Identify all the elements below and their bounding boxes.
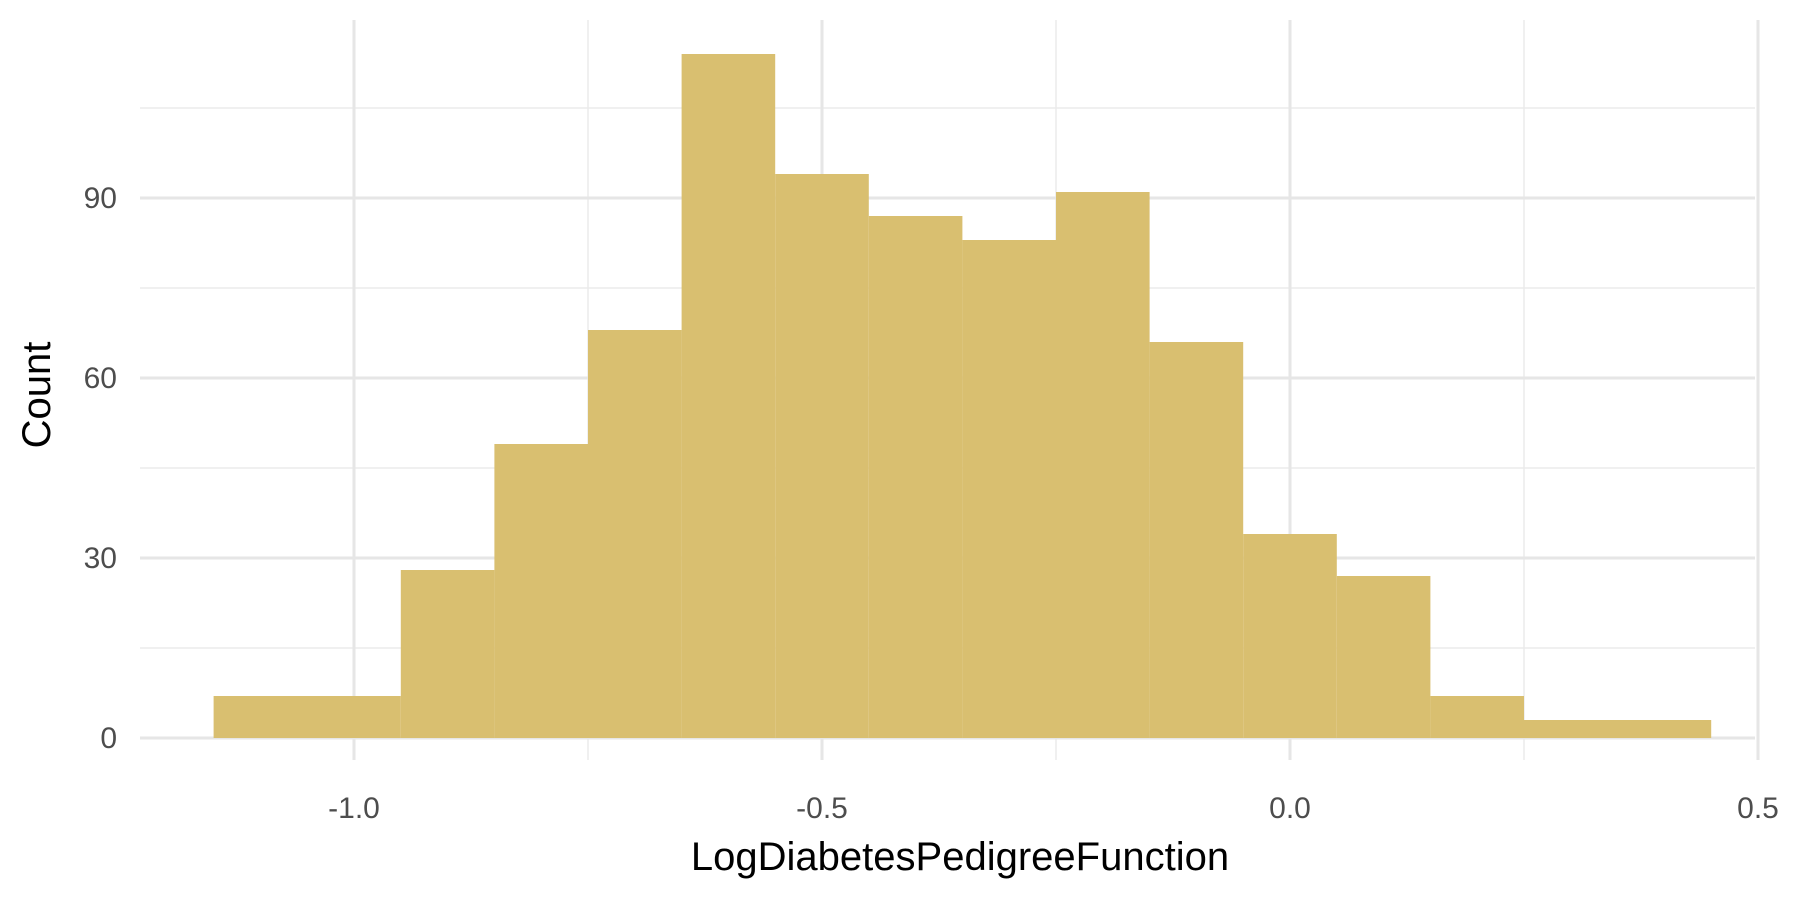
histogram-bar [775,174,869,738]
y-tick-label: 0 [100,722,117,755]
y-tick-label: 60 [84,362,117,395]
y-tick-label: 30 [84,542,117,575]
histogram-bar [494,444,588,738]
histogram-bar [1056,192,1150,738]
x-tick-label: -0.5 [796,792,848,825]
x-axis-title: LogDiabetesPedigreeFunction [691,835,1229,879]
histogram-bar [588,330,682,738]
histogram-bars [213,54,1712,738]
histogram-bar [1149,342,1244,738]
x-tick-label: 0.0 [1269,792,1311,825]
y-tick-label: 90 [84,182,117,215]
y-axis-ticks: 0 30 60 90 [84,182,117,755]
histogram-bar [1430,696,1524,738]
histogram-bar [213,696,401,738]
histogram-bar [400,570,495,738]
histogram-bar [1243,534,1337,738]
x-tick-label: 0.5 [1737,792,1779,825]
histogram-bar [1336,576,1431,738]
histogram-bar [681,54,776,738]
y-axis-title: Count [15,342,59,449]
histogram-bar [1524,720,1712,738]
x-axis-ticks: -1.0 -0.5 0.0 0.5 [328,792,1779,825]
histogram-bar [868,216,963,738]
x-tick-label: -1.0 [328,792,380,825]
histogram-bar [962,240,1056,738]
